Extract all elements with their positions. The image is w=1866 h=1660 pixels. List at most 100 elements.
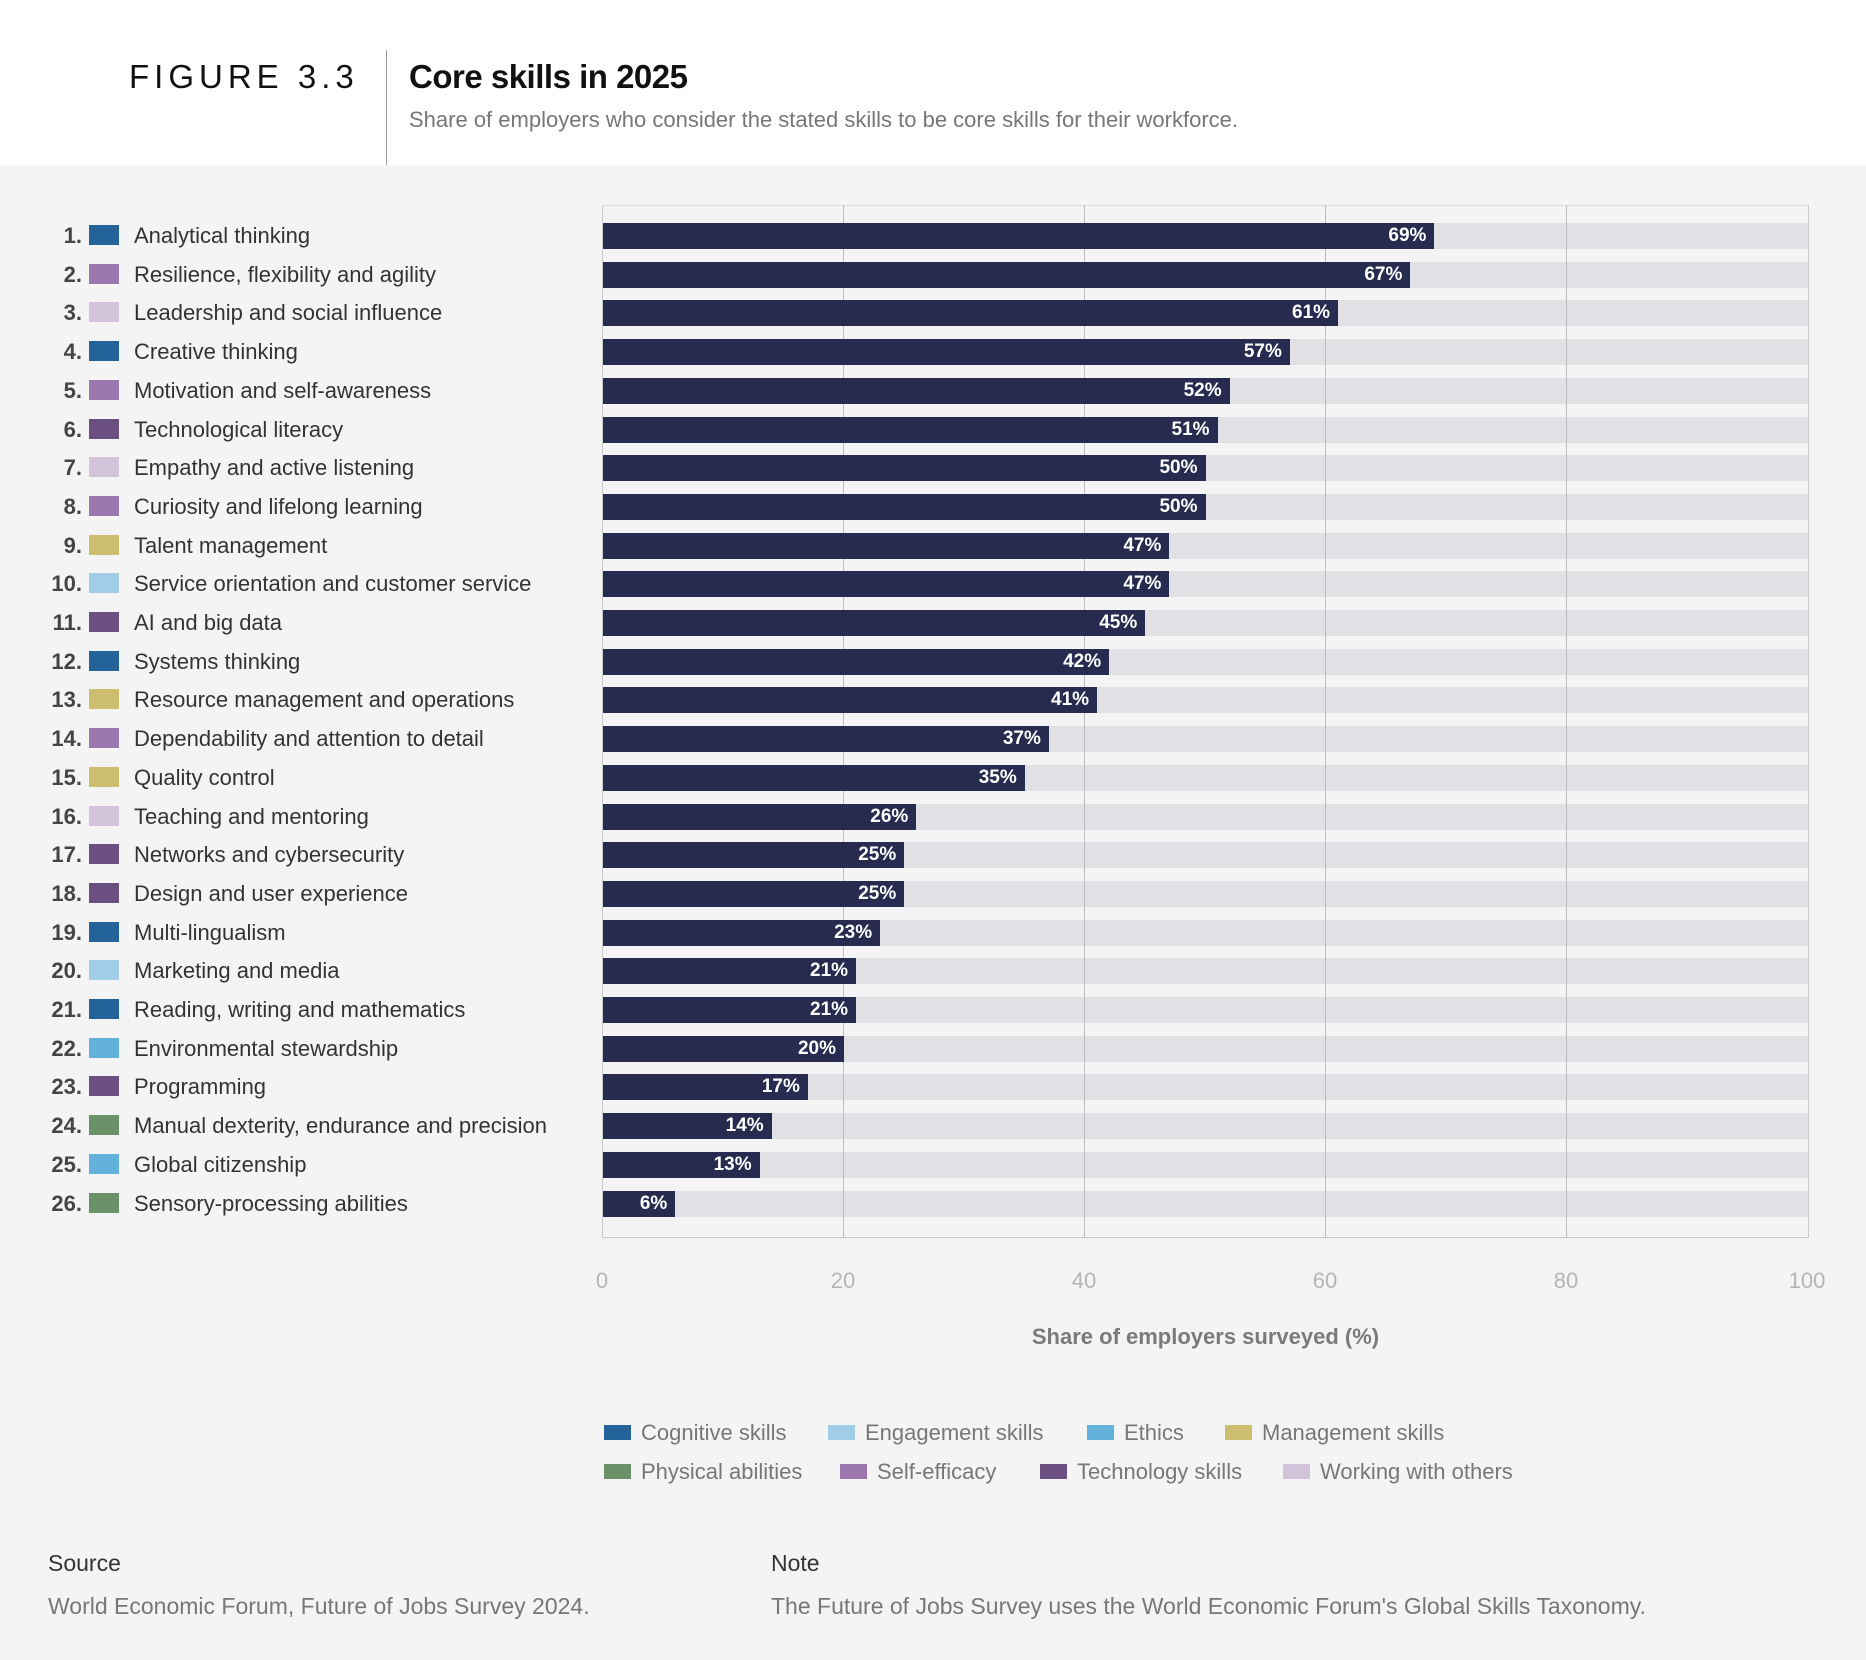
bar — [603, 416, 1218, 443]
gridline — [1084, 205, 1085, 1238]
bar — [603, 997, 857, 1023]
category-swatch — [89, 689, 119, 710]
skill-label: Curiosity and lifelong learning — [134, 493, 423, 519]
bar-value-label: 6% — [639, 1192, 668, 1214]
chart-title: Core skills in 2025 — [409, 58, 688, 95]
bar-value-label: 69% — [1388, 225, 1427, 246]
bar-value-label: 57% — [1243, 341, 1282, 363]
category-swatch — [89, 573, 119, 594]
rank-number: 14. — [51, 726, 82, 752]
rank-number: 8. — [63, 493, 82, 519]
category-swatch — [89, 650, 119, 671]
bar-value-label: 50% — [1159, 495, 1198, 517]
skill-label: AI and big data — [134, 610, 283, 635]
category-swatch — [89, 263, 119, 284]
category-swatch — [89, 921, 119, 942]
x-tick-label: 60 — [1312, 1268, 1338, 1293]
legend-label: Technology skills — [1077, 1459, 1243, 1484]
legend-label: Ethics — [1124, 1420, 1184, 1445]
chart-subtitle: Share of employers who consider the stat… — [409, 107, 1239, 132]
legend-label: Engagement skills — [865, 1420, 1044, 1445]
figure-header: FIGURE 3.3 Core skills in 2025 Share of … — [0, 0, 1866, 165]
legend-swatch — [604, 1463, 631, 1479]
skill-label: Marketing and media — [134, 958, 340, 984]
skill-label: Resilience, flexibility and agility — [134, 261, 437, 287]
rank-number: 18. — [51, 880, 82, 906]
bar — [603, 571, 1170, 598]
bar — [603, 1113, 772, 1140]
rank-number: 23. — [51, 1074, 82, 1100]
skill-label: Teaching and mentoring — [134, 803, 369, 829]
skill-label: Global citizenship — [134, 1151, 307, 1177]
x-axis-title: Share of employers surveyed (%) — [1031, 1324, 1380, 1349]
rank-number: 20. — [51, 958, 82, 984]
bar-value-label: 21% — [810, 999, 849, 1020]
rank-number: 17. — [51, 842, 82, 868]
legend-item: Self-efficacy — [840, 1459, 996, 1485]
skill-label: Quality control — [134, 764, 275, 790]
rank-number: 26. — [51, 1190, 82, 1216]
bar — [603, 1151, 760, 1178]
category-swatch — [89, 457, 119, 478]
x-tick-label: 0 — [595, 1268, 609, 1293]
bar-value-label: 47% — [1123, 534, 1162, 556]
category-swatch — [89, 1076, 119, 1097]
bar-value-label: 25% — [858, 882, 897, 904]
category-swatch — [89, 1037, 119, 1058]
bar-value-label: 21% — [810, 960, 849, 982]
rank-number: 13. — [51, 687, 82, 713]
category-swatch — [89, 225, 119, 245]
source-text: World Economic Forum, Future of Jobs Sur… — [48, 1593, 590, 1619]
bar — [603, 648, 1110, 675]
rank-number: 10. — [51, 571, 82, 597]
legend-label: Management skills — [1262, 1420, 1445, 1445]
skill-label: Talent management — [134, 532, 328, 558]
skill-label: Motivation and self-awareness — [134, 377, 432, 403]
legend-item: Technology skills — [1040, 1459, 1242, 1485]
bar — [603, 842, 905, 869]
gridline — [1325, 205, 1326, 1238]
legend-item: Engagement skills — [828, 1420, 1044, 1446]
skill-label: Design and user experience — [134, 880, 408, 906]
bar — [603, 803, 917, 830]
bar-value-label: 52% — [1183, 379, 1222, 401]
skill-label: Analytical thinking — [134, 223, 311, 248]
bar-value-label: 20% — [797, 1037, 836, 1059]
category-swatch — [89, 1192, 119, 1213]
legend-label: Cognitive skills — [641, 1420, 787, 1445]
rank-number: 16. — [51, 803, 82, 829]
bar-value-label: 14% — [725, 1115, 764, 1137]
legend-label: Self-efficacy — [877, 1459, 997, 1484]
x-tick-label: 100 — [1788, 1268, 1826, 1293]
legend-label: Physical abilities — [641, 1459, 803, 1484]
bar-value-label: 17% — [761, 1076, 800, 1098]
category-swatch — [89, 766, 119, 787]
rank-number: 21. — [51, 997, 82, 1022]
bar — [603, 377, 1230, 404]
bar-track — [603, 1113, 1808, 1140]
legend-item: Ethics — [1087, 1420, 1184, 1446]
bar-value-label: 47% — [1123, 573, 1162, 595]
bar — [603, 764, 1025, 791]
category-swatch — [89, 960, 119, 981]
bar — [603, 610, 1146, 636]
rank-number: 22. — [51, 1035, 82, 1061]
skill-label: Leadership and social influence — [134, 300, 443, 326]
bar-value-label: 26% — [870, 805, 909, 827]
bar — [603, 300, 1339, 327]
rank-number: 1. — [63, 223, 82, 248]
legend-label: Working with others — [1320, 1459, 1513, 1484]
bar-value-label: 61% — [1292, 302, 1331, 324]
rank-number: 11. — [52, 610, 82, 635]
category-swatch — [89, 379, 119, 400]
gridline — [843, 205, 844, 1238]
rank-number: 19. — [51, 919, 82, 945]
skill-label: Programming — [134, 1074, 267, 1100]
bar-track — [603, 1151, 1808, 1178]
source-heading: Source — [48, 1550, 121, 1576]
legend-item: Cognitive skills — [604, 1420, 787, 1446]
category-swatch — [89, 805, 119, 826]
legend-swatch — [840, 1463, 867, 1479]
bar — [603, 223, 1435, 249]
legend-swatch — [1040, 1463, 1067, 1479]
